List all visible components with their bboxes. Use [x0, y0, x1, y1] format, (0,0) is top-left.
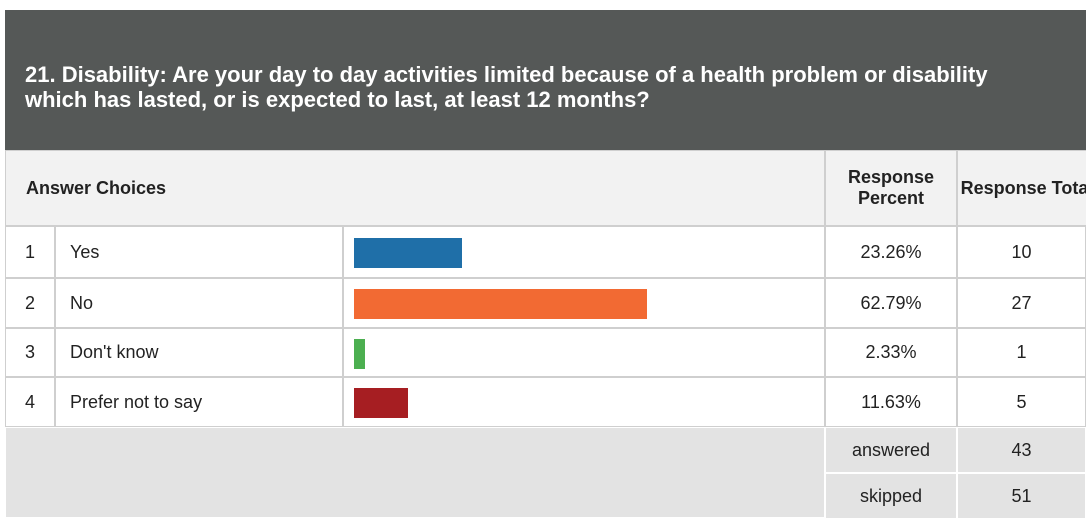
- summary-blank: [5, 427, 825, 518]
- percent-bar: [354, 289, 647, 319]
- row-number: 3: [5, 328, 55, 377]
- response-percent: 23.26%: [825, 226, 957, 278]
- question-header: [5, 10, 1086, 150]
- row-number: 4: [5, 377, 55, 427]
- percent-bar: [354, 338, 365, 369]
- question-title: 21. Disability: Are your day to day acti…: [25, 62, 988, 112]
- bar-cell: [343, 377, 825, 427]
- response-percent: 2.33%: [825, 328, 957, 377]
- header-answer-choices: Answer Choices: [5, 150, 825, 226]
- skipped-label: skipped: [825, 473, 957, 519]
- header-percent: Response Percent: [825, 150, 957, 226]
- response-total: 10: [957, 226, 1086, 278]
- row-number: 2: [5, 278, 55, 328]
- answer-label: Yes: [55, 226, 343, 278]
- answered-value: 43: [957, 427, 1086, 473]
- response-total: 27: [957, 278, 1086, 328]
- percent-bar: [354, 238, 463, 268]
- answered-label: answered: [825, 427, 957, 473]
- skipped-value: 51: [957, 473, 1086, 519]
- response-percent: 62.79%: [825, 278, 957, 328]
- row-number: 1: [5, 226, 55, 278]
- response-total: 5: [957, 377, 1086, 427]
- bar-cell: [343, 278, 825, 328]
- response-total: 1: [957, 328, 1086, 377]
- answer-label: Don't know: [55, 328, 343, 377]
- header-total: Response Total: [957, 150, 1086, 226]
- bar-cell: [343, 226, 825, 278]
- bar-cell: [343, 328, 825, 377]
- percent-bar: [354, 388, 409, 418]
- answer-label: Prefer not to say: [55, 377, 343, 427]
- answer-label: No: [55, 278, 343, 328]
- response-percent: 11.63%: [825, 377, 957, 427]
